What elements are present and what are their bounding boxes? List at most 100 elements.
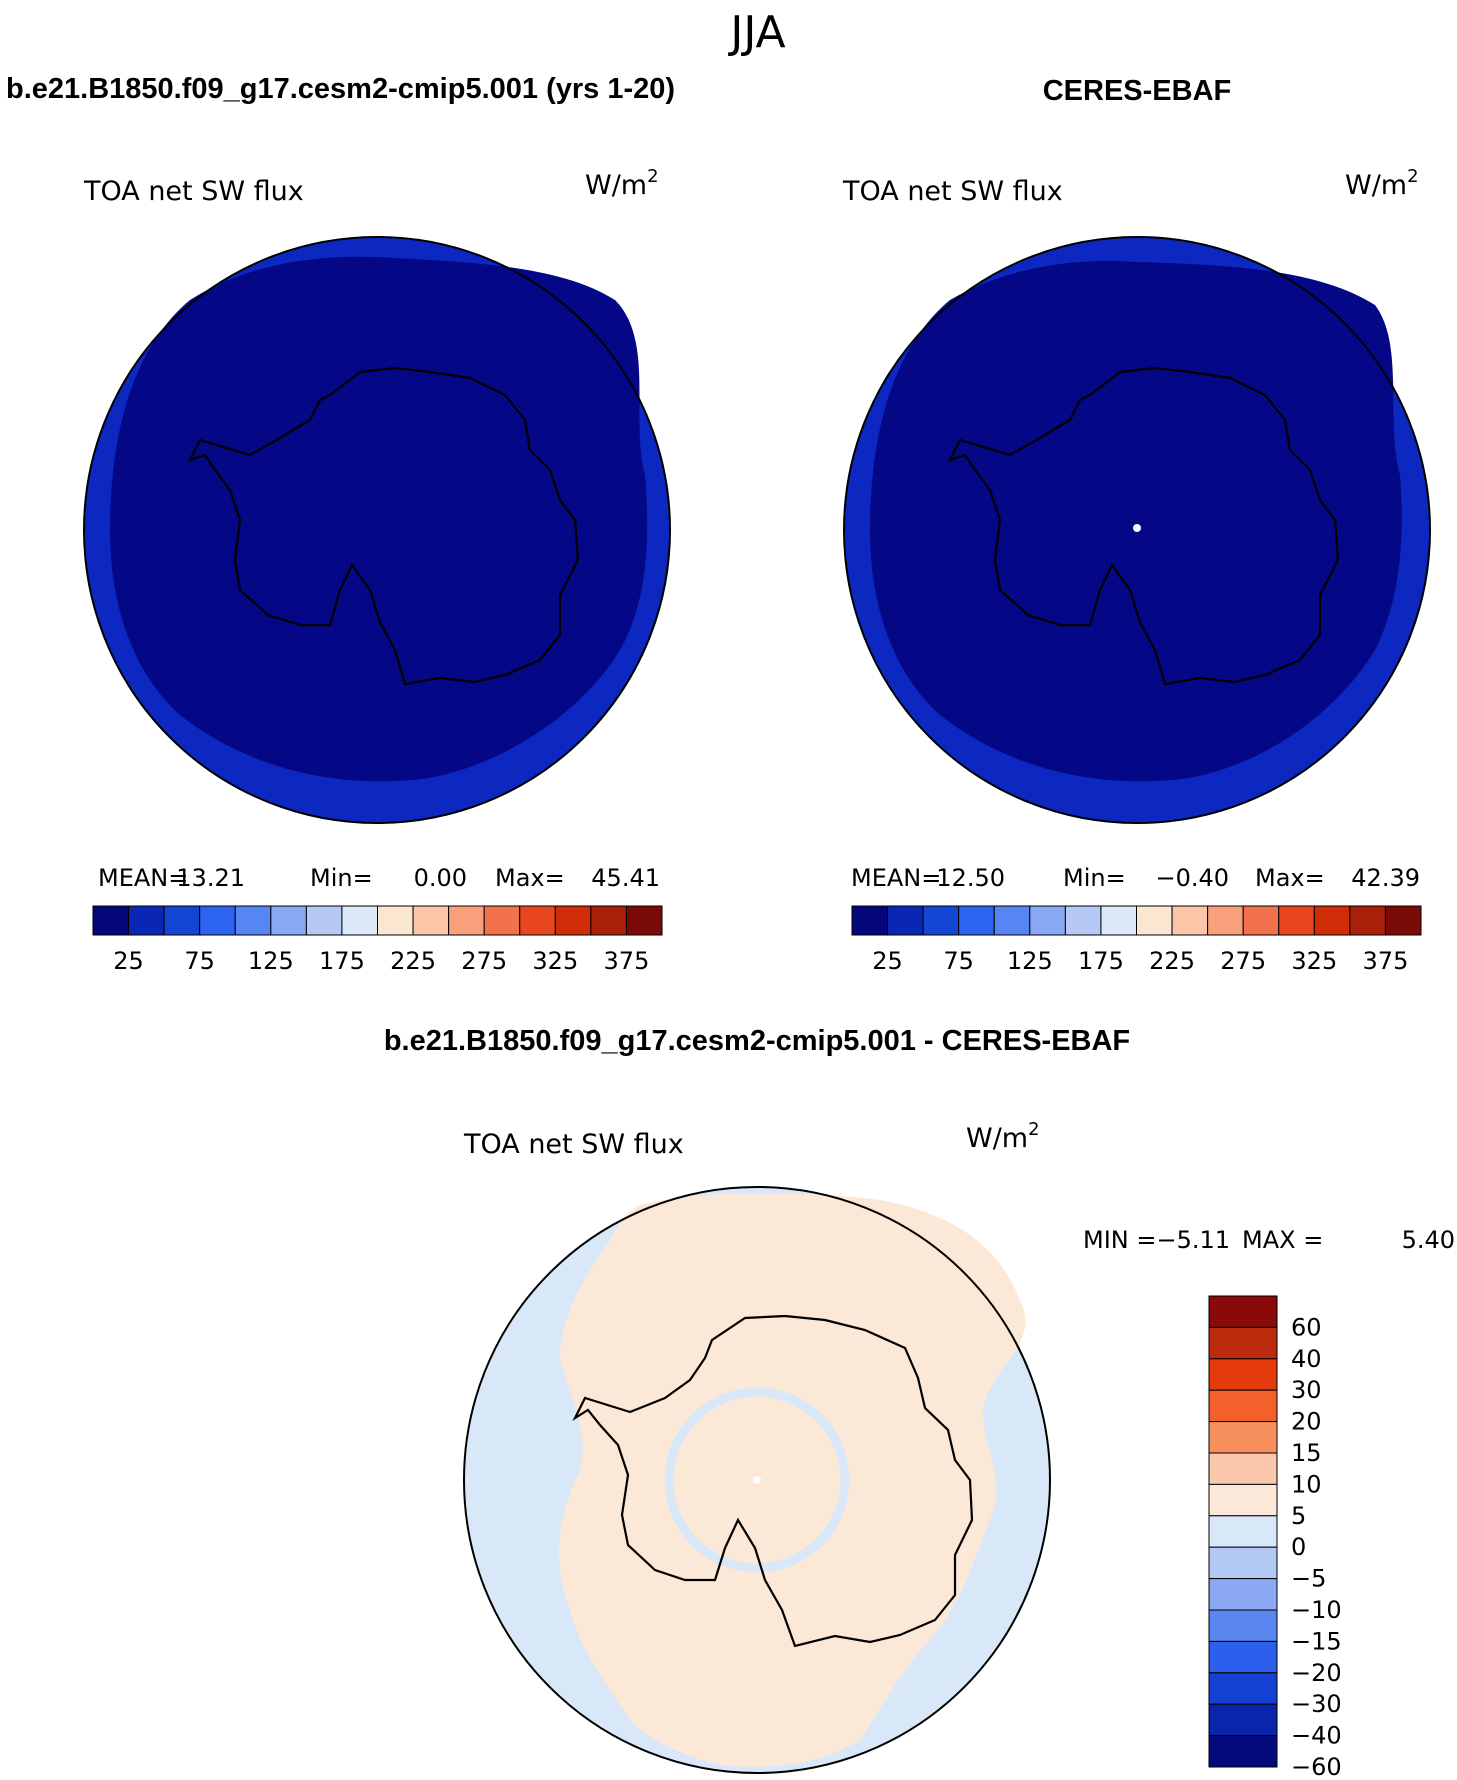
model-colorbar-box (234, 905, 272, 936)
diff-colorbar-tick-label: −40 (1291, 1722, 1342, 1750)
diff-colorbar-box (1208, 1389, 1278, 1423)
model-stat-min: 0.00 (414, 864, 467, 892)
diff-colorbar: 60 40 30 20 15 10 5 0 −5 −10 −15 −20 −30 −40 −60 (1208, 1295, 1342, 1780)
model-colorbar-box (625, 905, 663, 936)
model-colorbar-box (341, 905, 378, 936)
diff-stat-min: −5.11 (1156, 1226, 1230, 1254)
diff-colorbar-tick-label: −5 (1291, 1565, 1326, 1593)
model-polar-map (83, 236, 671, 824)
panel-model: b.e21.B1850.f09_g17.cesm2-cmip5.001 (yrs… (6, 73, 675, 975)
obs-colorbar-box (1278, 905, 1315, 936)
model-map-border (83, 236, 671, 824)
obs-colorbar-tick-label: 75 (943, 947, 974, 975)
obs-variable-label: TOA net SW flux (842, 176, 1063, 207)
model-colorbar-box (448, 905, 485, 936)
diff-colorbar-tick-label: 60 (1291, 1313, 1322, 1341)
model-colorbar-box (305, 905, 343, 936)
obs-colorbar-box (1064, 905, 1102, 936)
diff-colorbar-box (1208, 1578, 1278, 1611)
obs-colorbar-box (922, 905, 960, 936)
model-colorbar-tick-label: 175 (319, 947, 365, 975)
model-colorbar-box (199, 905, 236, 936)
model-colorbar-box (519, 905, 556, 936)
obs-stat-mean-label: MEAN= (851, 864, 941, 892)
diff-colorbar-box (1208, 1515, 1278, 1548)
diff-case-title: b.e21.B1850.f09_g17.cesm2-cmip5.001 - CE… (384, 1025, 1130, 1057)
diff-colorbar-tick-label: 40 (1291, 1345, 1322, 1373)
model-stat-min-label: Min= (310, 864, 373, 892)
model-case-title: b.e21.B1850.f09_g17.cesm2-cmip5.001 (yrs… (6, 73, 675, 105)
obs-colorbar-box (851, 905, 889, 936)
obs-colorbar-box (1384, 905, 1422, 936)
obs-units-label: W/m2 (1345, 166, 1419, 201)
obs-polar-map (843, 236, 1431, 824)
diff-units-label: W/m2 (966, 1119, 1040, 1154)
obs-colorbar-tick-label: 125 (1007, 947, 1053, 975)
model-stat-mean: 13.21 (176, 864, 245, 892)
diff-colorbar-tick-label: −20 (1291, 1659, 1342, 1687)
model-colorbar-box (412, 905, 450, 936)
diff-colorbar-tick-label: −30 (1291, 1690, 1342, 1718)
model-colorbar-box (483, 905, 521, 936)
diff-colorbar-tick-label: 15 (1291, 1439, 1322, 1467)
model-colorbar-tick-label: 275 (461, 947, 507, 975)
obs-colorbar-tick-label: 25 (872, 947, 903, 975)
model-colorbar-tick-label: 75 (184, 947, 215, 975)
diff-colorbar-box (1208, 1452, 1278, 1485)
model-colorbar: 25 75 125 175 225 275 325 375 (92, 905, 663, 975)
diff-colorbar-box (1208, 1735, 1278, 1768)
obs-stat-max-label: Max= (1255, 864, 1325, 892)
obs-colorbar: 25 75 125 175 225 275 325 375 (851, 905, 1422, 975)
model-colorbar-box (270, 905, 307, 936)
diff-colorbar-box (1208, 1672, 1278, 1705)
diff-colorbar-box (1208, 1295, 1278, 1328)
obs-colorbar-tick-label: 375 (1363, 947, 1409, 975)
obs-colorbar-box (1136, 905, 1173, 936)
diff-colorbar-box (1208, 1483, 1278, 1517)
obs-colorbar-box (1313, 905, 1351, 936)
panel-obs: CERES-EBAF TOA net SW flux W/m2 MEAN= 12… (842, 75, 1431, 975)
obs-colorbar-box (887, 905, 924, 936)
model-units-label: W/m2 (585, 166, 659, 201)
model-colorbar-box (554, 905, 592, 936)
obs-map-inner-field (870, 260, 1402, 782)
obs-pole-dot (1133, 524, 1141, 532)
model-colorbar-box (92, 905, 130, 936)
model-colorbar-tick-label: 375 (604, 947, 650, 975)
diff-colorbar-box (1208, 1326, 1278, 1360)
obs-colorbar-box (1100, 905, 1137, 936)
obs-colorbar-box (1171, 905, 1209, 936)
obs-stat-mean: 12.50 (936, 864, 1005, 892)
diff-colorbar-tick-label: 10 (1291, 1470, 1322, 1498)
diff-variable-label: TOA net SW flux (463, 1129, 684, 1160)
diff-map-positive-region (559, 1193, 1026, 1767)
model-colorbar-tick-label: 125 (248, 947, 294, 975)
obs-stat-min: −0.40 (1155, 864, 1229, 892)
obs-case-title: CERES-EBAF (1043, 75, 1232, 107)
model-stat-max-label: Max= (495, 864, 565, 892)
obs-colorbar-box (1349, 905, 1386, 936)
diff-stat-max: 5.40 (1402, 1226, 1455, 1254)
diff-colorbar-tick-label: −15 (1291, 1627, 1342, 1655)
diff-polar-map (463, 1186, 1051, 1774)
obs-colorbar-box (1207, 905, 1244, 936)
diff-colorbar-box (1208, 1358, 1278, 1391)
model-colorbar-tick-label: 25 (113, 947, 144, 975)
obs-stat-max: 42.39 (1351, 864, 1420, 892)
model-map-inner-field (110, 256, 648, 782)
season-title: JJA (727, 7, 785, 58)
diff-pole-dot (753, 1476, 761, 1484)
diff-colorbar-box (1208, 1609, 1278, 1642)
obs-stat-min-label: Min= (1063, 864, 1126, 892)
model-variable-label: TOA net SW flux (83, 176, 304, 207)
model-colorbar-box (590, 905, 627, 936)
model-colorbar-box (163, 905, 201, 936)
diff-colorbar-tick-label: 20 (1291, 1408, 1322, 1436)
diff-colorbar-box (1208, 1421, 1278, 1454)
panel-difference: b.e21.B1850.f09_g17.cesm2-cmip5.001 - CE… (384, 1025, 1455, 1780)
model-stat-mean-label: MEAN= (98, 864, 188, 892)
model-colorbar-tick-label: 225 (390, 947, 436, 975)
model-colorbar-box (128, 905, 165, 936)
obs-colorbar-box (958, 905, 995, 936)
